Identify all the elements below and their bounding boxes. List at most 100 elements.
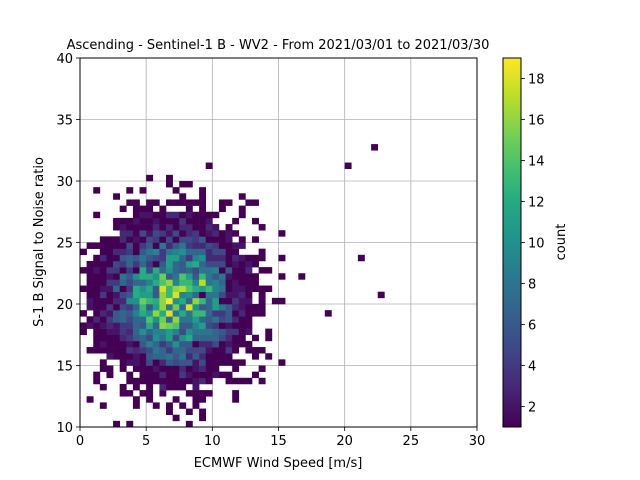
heatmap-bin (166, 230, 173, 237)
heatmap-bin (172, 199, 180, 206)
heatmap-bin (152, 377, 160, 385)
heatmap-bin (199, 377, 207, 385)
heatmap-bin (126, 304, 134, 311)
heatmap-bin (126, 420, 134, 428)
heatmap-bin (172, 322, 180, 329)
heatmap-bin (238, 359, 246, 366)
heatmap-bin (179, 273, 187, 280)
heatmap-bin (152, 279, 160, 286)
heatmap-bin (166, 174, 173, 182)
heatmap-bin (212, 260, 220, 268)
heatmap-bin (212, 340, 220, 348)
heatmap-bin (139, 347, 147, 354)
heatmap-bin (199, 254, 207, 262)
heatmap-bin (357, 254, 365, 262)
heatmap-bin (113, 254, 120, 262)
heatmap-bin (238, 304, 246, 311)
heatmap-bin (166, 267, 173, 274)
heatmap-bin (166, 304, 173, 311)
colorbar-tick-label: 16 (528, 114, 545, 129)
heatmap-bin (192, 383, 200, 391)
heatmap-bin (93, 279, 101, 286)
heatmap-bin (252, 347, 259, 354)
heatmap-bin (179, 322, 187, 329)
heatmap-bin (93, 328, 101, 336)
heatmap-bin (152, 297, 160, 305)
heatmap-bin (106, 242, 114, 249)
colorbar: 2 4 6 8 10 12 14 16 18 count (502, 57, 569, 428)
heatmap-bin (126, 334, 134, 342)
heatmap-bin (132, 316, 140, 323)
heatmap-bin (205, 334, 213, 342)
heatmap-bin (166, 340, 173, 348)
heatmap-bin (252, 236, 259, 243)
heatmap-bin (199, 365, 207, 372)
heatmap-bin (139, 371, 147, 379)
heatmap-bin (179, 340, 187, 348)
heatmap-bin (159, 285, 167, 292)
heatmap-bin (146, 390, 154, 397)
heatmap-bin (119, 390, 127, 397)
heatmap-bin (218, 322, 226, 329)
heatmap-bin (159, 260, 167, 268)
heatmap-bin (146, 174, 154, 182)
heatmap-bin (93, 267, 101, 274)
heatmap-bin (232, 254, 240, 262)
heatmap-bin (126, 322, 134, 329)
heatmap-bin (212, 267, 220, 274)
heatmap-bin (172, 334, 180, 342)
heatmap-bin (265, 328, 273, 336)
heatmap-bin (80, 285, 87, 292)
heatmap-bin (152, 224, 160, 231)
heatmap-bin (99, 310, 107, 317)
heatmap-bin (106, 371, 114, 379)
heatmap-bin (218, 230, 226, 237)
heatmap-bin (232, 267, 240, 274)
heatmap-bin (179, 285, 187, 292)
heatmap-bin (225, 347, 233, 354)
heatmap-bin (185, 230, 193, 237)
heatmap-bin (99, 279, 107, 286)
heatmap-bin (218, 328, 226, 336)
heatmap-bin (93, 285, 101, 292)
heatmap-bin (159, 353, 167, 360)
heatmap-bin (152, 199, 160, 206)
heatmap-bin (205, 267, 213, 274)
heatmap-bin (192, 340, 200, 348)
heatmap-bin (205, 291, 213, 299)
heatmap-bin (199, 359, 207, 366)
heatmap-bin (192, 310, 200, 317)
heatmap-bin (159, 267, 167, 274)
heatmap-bin (225, 236, 233, 243)
heatmap-bin (225, 248, 233, 256)
heatmap-bin (166, 224, 173, 231)
heatmap-bin (166, 377, 173, 385)
heatmap-bin (238, 340, 246, 348)
heatmap-bin (99, 260, 107, 268)
heatmap-bin (172, 371, 180, 379)
heatmap-bin (93, 322, 101, 329)
heatmap-bin (218, 310, 226, 317)
heatmap-bin (166, 322, 173, 329)
heatmap-bin (152, 260, 160, 268)
heatmap-bin (265, 334, 273, 342)
heatmap-bin (146, 310, 154, 317)
heatmap-bin (119, 267, 127, 274)
heatmap-bin (152, 248, 160, 256)
heatmap-bin (238, 310, 246, 317)
heatmap-bin (205, 162, 213, 169)
heatmap-bin (232, 248, 240, 256)
heatmap-bin (185, 242, 193, 249)
heatmap-bin (119, 340, 127, 348)
heatmap-bin (179, 224, 187, 231)
heatmap-bin (166, 316, 173, 323)
heatmap-bin (225, 260, 233, 268)
heatmap-bin (113, 304, 120, 311)
heatmap-bin (166, 199, 173, 206)
heatmap-bin (126, 390, 134, 397)
heatmap-bin (232, 273, 240, 280)
heatmap-bin (258, 267, 266, 274)
colorbar-label: count (554, 224, 569, 261)
heatmap-bin (199, 340, 207, 348)
heatmap-bin (106, 260, 114, 268)
